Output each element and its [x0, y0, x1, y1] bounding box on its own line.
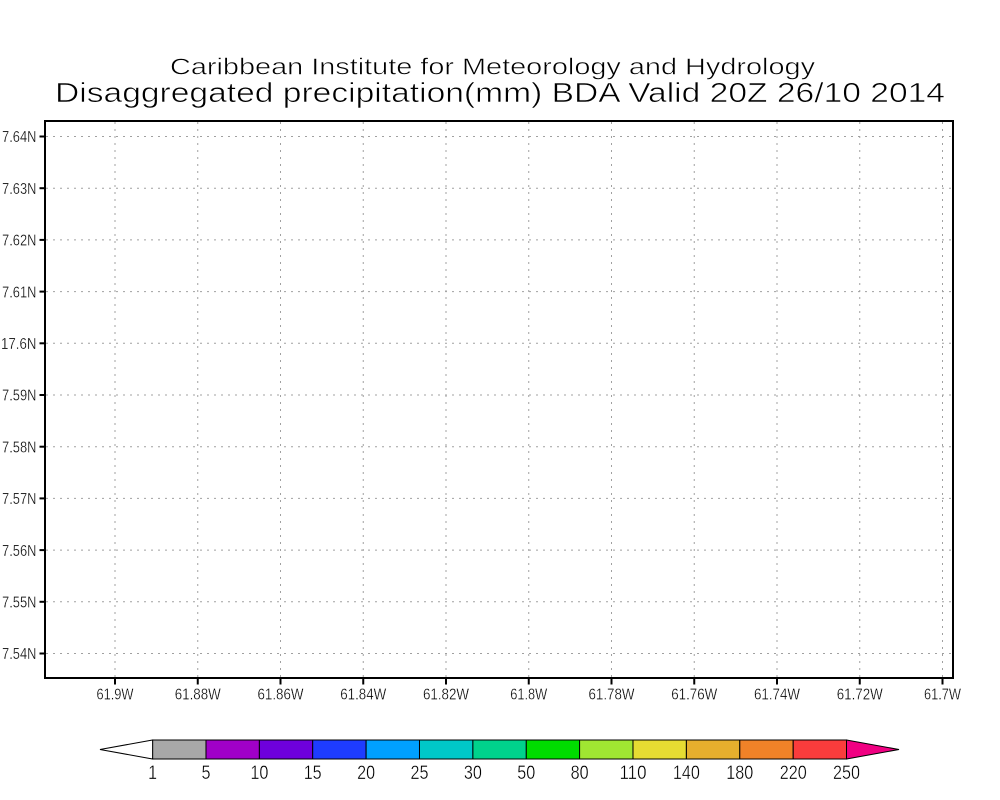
svg-text:15: 15 [304, 763, 322, 784]
svg-text:Disaggregated precipitation(mm: Disaggregated precipitation(mm) BDA Vali… [55, 77, 945, 108]
svg-text:25: 25 [411, 763, 429, 784]
svg-text:61.76W: 61.76W [671, 687, 718, 704]
svg-text:61.9W: 61.9W [97, 687, 135, 704]
svg-text:7.62N: 7.62N [2, 233, 37, 250]
svg-text:61.88W: 61.88W [175, 687, 222, 704]
svg-text:10: 10 [250, 763, 268, 784]
svg-text:7.54N: 7.54N [2, 646, 37, 663]
svg-text:17.6N: 17.6N [1, 336, 37, 353]
svg-text:61.7W: 61.7W [924, 687, 962, 704]
svg-text:61.8W: 61.8W [510, 687, 548, 704]
svg-text:7.55N: 7.55N [2, 595, 37, 612]
svg-text:30: 30 [464, 763, 482, 784]
svg-text:20: 20 [357, 763, 375, 784]
svg-text:7.64N: 7.64N [2, 129, 37, 146]
svg-text:7.59N: 7.59N [2, 388, 37, 405]
svg-text:110: 110 [620, 763, 647, 784]
svg-text:140: 140 [673, 763, 700, 784]
svg-text:220: 220 [780, 763, 807, 784]
svg-text:80: 80 [571, 763, 589, 784]
svg-text:61.82W: 61.82W [423, 687, 470, 704]
svg-text:180: 180 [726, 763, 753, 784]
svg-text:1: 1 [148, 763, 157, 784]
svg-text:250: 250 [833, 763, 860, 784]
svg-text:61.74W: 61.74W [754, 687, 801, 704]
svg-text:61.72W: 61.72W [837, 687, 884, 704]
svg-text:61.78W: 61.78W [589, 687, 636, 704]
svg-text:7.61N: 7.61N [2, 284, 37, 301]
svg-text:7.57N: 7.57N [2, 491, 37, 508]
svg-text:50: 50 [517, 763, 535, 784]
svg-text:61.84W: 61.84W [340, 687, 387, 704]
svg-text:61.86W: 61.86W [258, 687, 305, 704]
svg-text:5: 5 [202, 763, 211, 784]
svg-text:7.58N: 7.58N [2, 439, 37, 456]
svg-text:7.63N: 7.63N [2, 181, 37, 198]
svg-text:7.56N: 7.56N [2, 543, 37, 560]
svg-text:Caribbean Institute for Meteor: Caribbean Institute for Meteorology and … [170, 54, 815, 80]
